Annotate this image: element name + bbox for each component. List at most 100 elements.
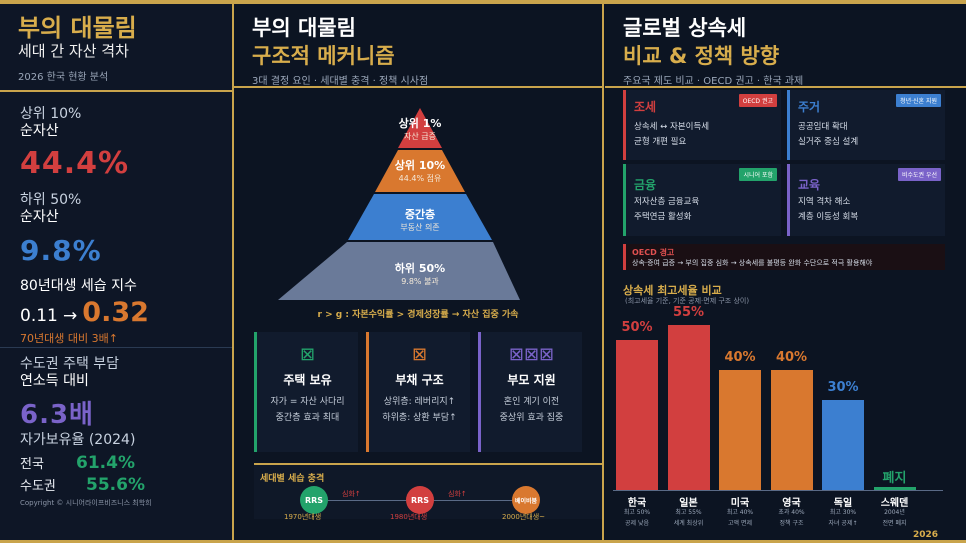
- homeownership-label: 자가보유율 (2024): [20, 432, 136, 448]
- pyramid-tier-top1: [398, 108, 442, 148]
- category-note: 초과 40% 정책 구조: [778, 509, 805, 527]
- card-line: 자가 = 자산 사다리: [270, 397, 345, 407]
- card-title: 부채 구조: [395, 373, 444, 387]
- left-divider: [0, 347, 232, 348]
- gen2000-badge: 베이비붐: [512, 486, 540, 514]
- middle-panel: 부의 대물림 구조적 메커니즘 3대 결정 요인 · 세대별 충격 · 정책 시…: [234, 4, 604, 540]
- policy-title: 금융: [634, 178, 657, 192]
- policy-tag: 시니어 포함: [739, 168, 777, 181]
- middle-caption: 3대 결정 요인 · 세대별 충격 · 정책 시사점: [252, 76, 429, 87]
- chart-year: 2026: [912, 530, 938, 540]
- policy-tag: OECD 권고: [738, 94, 777, 107]
- house-icon: ⊠: [299, 344, 316, 365]
- pyramid-tier-bottom50: [278, 242, 520, 300]
- card-line: 혼인 계기 이전: [503, 397, 560, 407]
- bar-value-label: 55%: [672, 305, 705, 320]
- top10-label: 상위 10%: [20, 106, 82, 122]
- index-note: 70년대생 대비 3배↑: [20, 332, 118, 345]
- card-line: 중상위 효과 집중: [499, 413, 564, 423]
- policy-line: 실거주 중심 설계: [798, 137, 859, 147]
- gen1970-label: 1970년대생: [284, 513, 322, 521]
- chart-title: 상속세 최고세율 비교: [623, 284, 722, 297]
- family-icon: ⊠⊠⊠: [508, 344, 555, 365]
- category-label: 일본: [679, 498, 698, 509]
- oecd-text: 상속·증여 급증 → 부의 집중 심화 → 상속세를 불평등 완화 수단으로 적…: [632, 259, 873, 267]
- category-note: 최고 40% 고액 면제: [726, 509, 754, 527]
- category-label: 미국: [730, 498, 750, 509]
- card-housing: ⊠ 주택 보유 자가 = 자산 사다리 중간층 효과 최대: [254, 332, 358, 452]
- homeownership-stat: 자가보유율 (2024) 전국 61.4% 수도권 55.6%: [20, 432, 220, 495]
- policy-tag: 비수도권 우선: [897, 168, 941, 181]
- right-caption: 주요국 제도 비교 · OECD 권고 · 한국 과제: [623, 76, 804, 87]
- bar-value-label: 30%: [827, 380, 859, 395]
- policy-housing: 주거 청년·신혼 지원 공공임대 확대 실거주 중심 설계: [787, 90, 945, 160]
- category-label: 한국: [627, 498, 647, 509]
- card-line: 하위층: 상환 부담↑: [382, 413, 457, 423]
- middle-title: 부의 대물림: [252, 16, 356, 40]
- policy-title: 주거: [798, 100, 821, 114]
- bar-3: [770, 370, 813, 490]
- pyramid-label-middle: 중간층 부동산 의존: [400, 208, 440, 232]
- bar-4: [822, 400, 864, 490]
- generation-shock-panel: 세대별 세습 충격 RRS 1970년대생 심화↑ RRS 1980년대생 심화…: [254, 463, 604, 521]
- policy-line: 저자산층 금융교육: [634, 197, 700, 207]
- oecd-title: OECD 경고: [632, 248, 675, 257]
- national-label: 전국: [20, 457, 44, 472]
- index-label: 80년대생 세습 지수: [20, 278, 137, 294]
- card-title: 부모 지원: [507, 373, 556, 387]
- policy-line: 공공임대 확대: [798, 122, 848, 132]
- category-label: 독일: [833, 498, 853, 509]
- gen1970-badge: RRS: [300, 486, 328, 514]
- bottom50-value: 9.8%: [20, 234, 102, 267]
- middle-header-divider: [234, 86, 602, 88]
- shock-title: 세대별 세습 충격: [260, 474, 325, 484]
- housing-value: 6.3배: [20, 400, 94, 430]
- capital-label: 수도권: [20, 479, 56, 494]
- left-subtitle: 세대 간 자산 격차: [18, 42, 129, 60]
- top10-value: 44.4%: [20, 146, 130, 181]
- left-header-divider: [0, 90, 232, 92]
- policy-line: 균형 개편 필요: [634, 137, 687, 147]
- category-label: 스웨덴: [880, 498, 909, 509]
- card-line: 중간층 효과 최대: [275, 413, 340, 423]
- bar-value-label: 40%: [775, 350, 808, 365]
- bar-5: [873, 487, 916, 490]
- bottom50-label: 하위 50%: [20, 192, 82, 208]
- arrow-right-icon: →: [62, 306, 78, 326]
- pyramid-tier-middle: [348, 194, 492, 240]
- shock-arrow-1: 심화↑: [342, 490, 361, 498]
- pyramid-label-bottom50: 하위 50% 9.8% 불과: [394, 262, 446, 286]
- policy-tag: 청년·신혼 지원: [896, 94, 941, 107]
- policy-line: 지역 격차 해소: [798, 197, 851, 207]
- copyright-text: Copyright © 시니어라이프비즈니스 최학희: [20, 499, 152, 507]
- card-title: 주택 보유: [283, 373, 332, 387]
- right-header-divider: [605, 86, 966, 88]
- policy-finance: 금융 시니어 포함 저자산층 금융교육 주택연금 활성화: [623, 164, 781, 236]
- card-line: 상위층: 레버리지↑: [383, 397, 456, 407]
- policy-education: 교육 비수도권 우선 지역 격차 해소 계층 이동성 회복: [787, 164, 945, 236]
- index-to: 0.32: [82, 297, 149, 328]
- right-panel: 글로벌 상속세 비교 & 정책 방향 주요국 제도 비교 · OECD 권고 ·…: [605, 4, 966, 540]
- card-parent-support: ⊠⊠⊠ 부모 지원 혼인 계기 이전 중상위 효과 집중: [478, 332, 582, 452]
- bar-0: [616, 340, 658, 490]
- wealth-pyramid: [278, 108, 520, 300]
- gen2000-label: 2000년대생~: [502, 513, 545, 521]
- gen1980-label: 1980년대생: [390, 513, 428, 521]
- oecd-warning: OECD 경고 상속·증여 급증 → 부의 집중 심화 → 상속세를 불평등 완…: [623, 244, 945, 270]
- category-note: 최고 30% 자녀 공제↑: [828, 509, 858, 527]
- tax-rate-chart: 50% 한국 최고 50% 공제 낮음 55% 일본 최고 55% 세계 최상위 40% 미국 최고…: [605, 4, 966, 540]
- category-label: 영국: [782, 498, 801, 509]
- debt-icon: ⊠: [411, 344, 428, 365]
- inheritance-index-stat: 80년대생 세습 지수 0.11 → 0.32 70년대생 대비 3배↑: [20, 278, 220, 346]
- bar-value-label: 폐지: [882, 471, 907, 486]
- capital-value: 55.6%: [86, 475, 145, 495]
- pyramid-label-top1: 상위 1% 자산 급증: [398, 117, 442, 141]
- top10-sublabel: 순자산: [20, 123, 59, 139]
- divider-2: [602, 4, 604, 540]
- national-value: 61.4%: [76, 453, 135, 473]
- housing-label: 수도권 주택 부담: [20, 356, 120, 372]
- category-note: 최고 55% 세계 최상위: [673, 509, 704, 527]
- pyramid-tier-top10: [375, 150, 465, 192]
- category-note: 최고 50% 공제 낮음: [623, 509, 651, 527]
